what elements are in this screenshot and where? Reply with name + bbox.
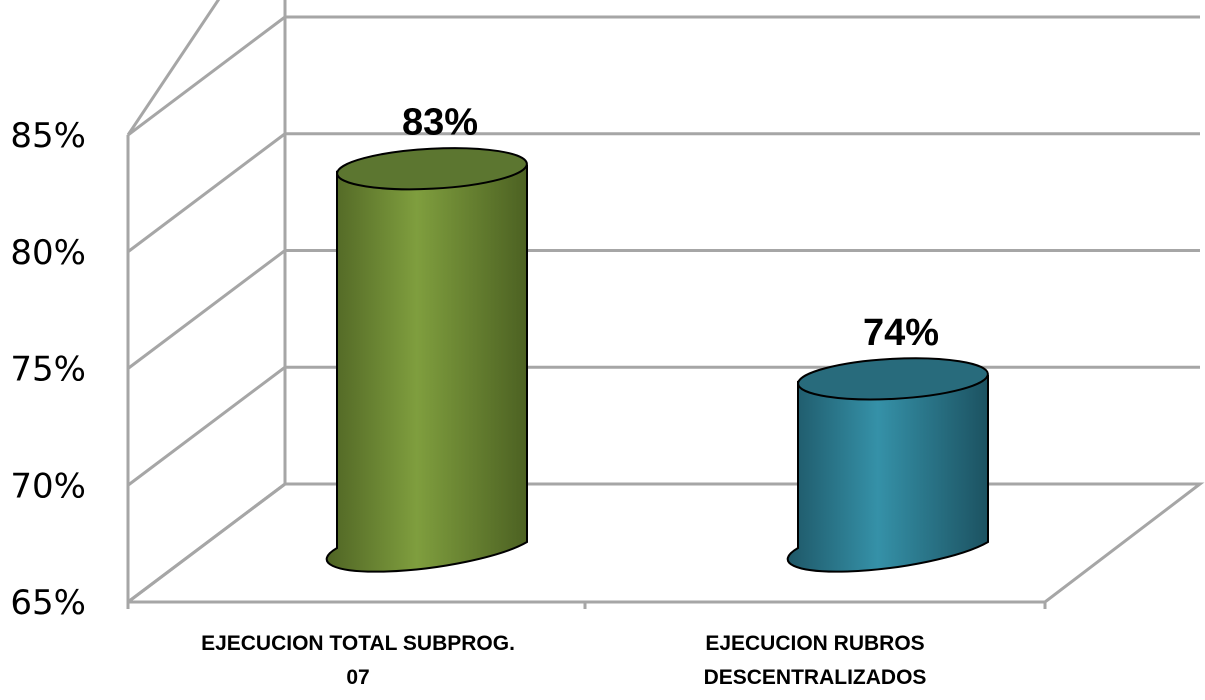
gridline: [126, 0, 221, 136]
y-tick-label: 85%: [10, 116, 86, 156]
floor: [127, 482, 1205, 604]
bar: [786, 357, 989, 573]
data-label: 83%: [402, 102, 478, 144]
data-label: 74%: [863, 312, 939, 354]
category-labels: EJECUCION TOTAL SUBPROG. 07 EJECUCION RUBR…: [201, 632, 926, 689]
bar: [325, 147, 528, 573]
axes: [126, 0, 1205, 609]
gridline: [127, 132, 1200, 253]
data-labels: 83% 74%: [402, 102, 939, 354]
bar-top: [797, 357, 989, 401]
category-label: EJECUCION TOTAL SUBPROG. 07: [201, 632, 515, 689]
y-tick-label: 65%: [10, 583, 86, 623]
y-axis-ticks: 65% 70% 75% 80% 85%: [10, 116, 86, 623]
gridline: [127, 365, 1200, 487]
y-tick-label: 75%: [10, 350, 86, 390]
bar-top: [336, 147, 528, 191]
bars: [325, 147, 989, 573]
y-tick-label: 80%: [10, 233, 86, 273]
category-label: EJECUCION RUBROS DESCENTRALIZADOS: [704, 632, 927, 689]
gridline: [127, 249, 1200, 370]
gridline: [127, 15, 1200, 137]
gridlines: [126, 0, 1200, 604]
y-tick-label: 70%: [10, 466, 86, 506]
